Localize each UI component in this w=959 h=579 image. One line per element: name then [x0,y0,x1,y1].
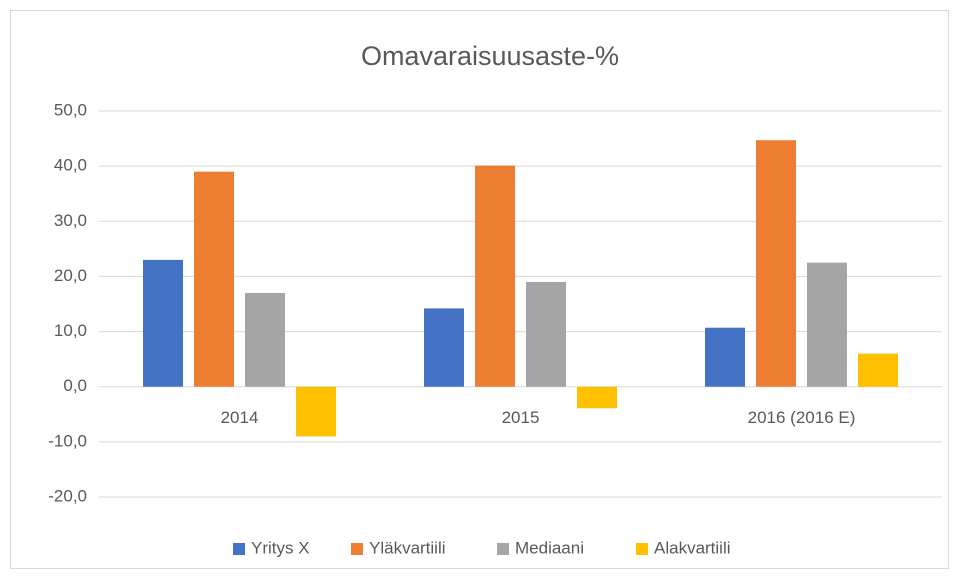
legend-swatch [233,543,245,555]
y-tick-label: 10,0 [54,321,87,340]
x-tick-label: 2014 [221,408,259,427]
bar [245,292,285,387]
legend-swatch [636,543,648,555]
legend-label: Alakvartiili [654,538,731,557]
bar [296,386,336,437]
legend-label: Yläkvartiili [369,538,446,557]
bar [807,262,847,387]
y-tick-label: 50,0 [54,100,87,119]
x-tick-label: 2016 (2016 E) [748,408,856,427]
legend-swatch [497,543,509,555]
bar [526,281,566,387]
chart-title: Omavaraisuusaste-% [361,41,619,71]
bar [756,140,796,387]
bar [858,353,898,387]
x-tick-label: 2015 [502,408,540,427]
bar [143,259,183,387]
y-tick-label: 0,0 [63,376,87,395]
y-tick-label: -10,0 [48,431,87,450]
legend-label: Yritys X [251,538,310,557]
bar [424,308,464,387]
legend-swatch [351,543,363,555]
bar [705,327,745,387]
legend-label: Mediaani [515,538,584,557]
y-tick-label: 20,0 [54,266,87,285]
bar [577,386,617,409]
y-tick-label: 30,0 [54,211,87,230]
y-tick-label: -20,0 [48,486,87,505]
y-tick-label: 40,0 [54,156,87,175]
bar [475,165,515,387]
bar [194,171,234,387]
